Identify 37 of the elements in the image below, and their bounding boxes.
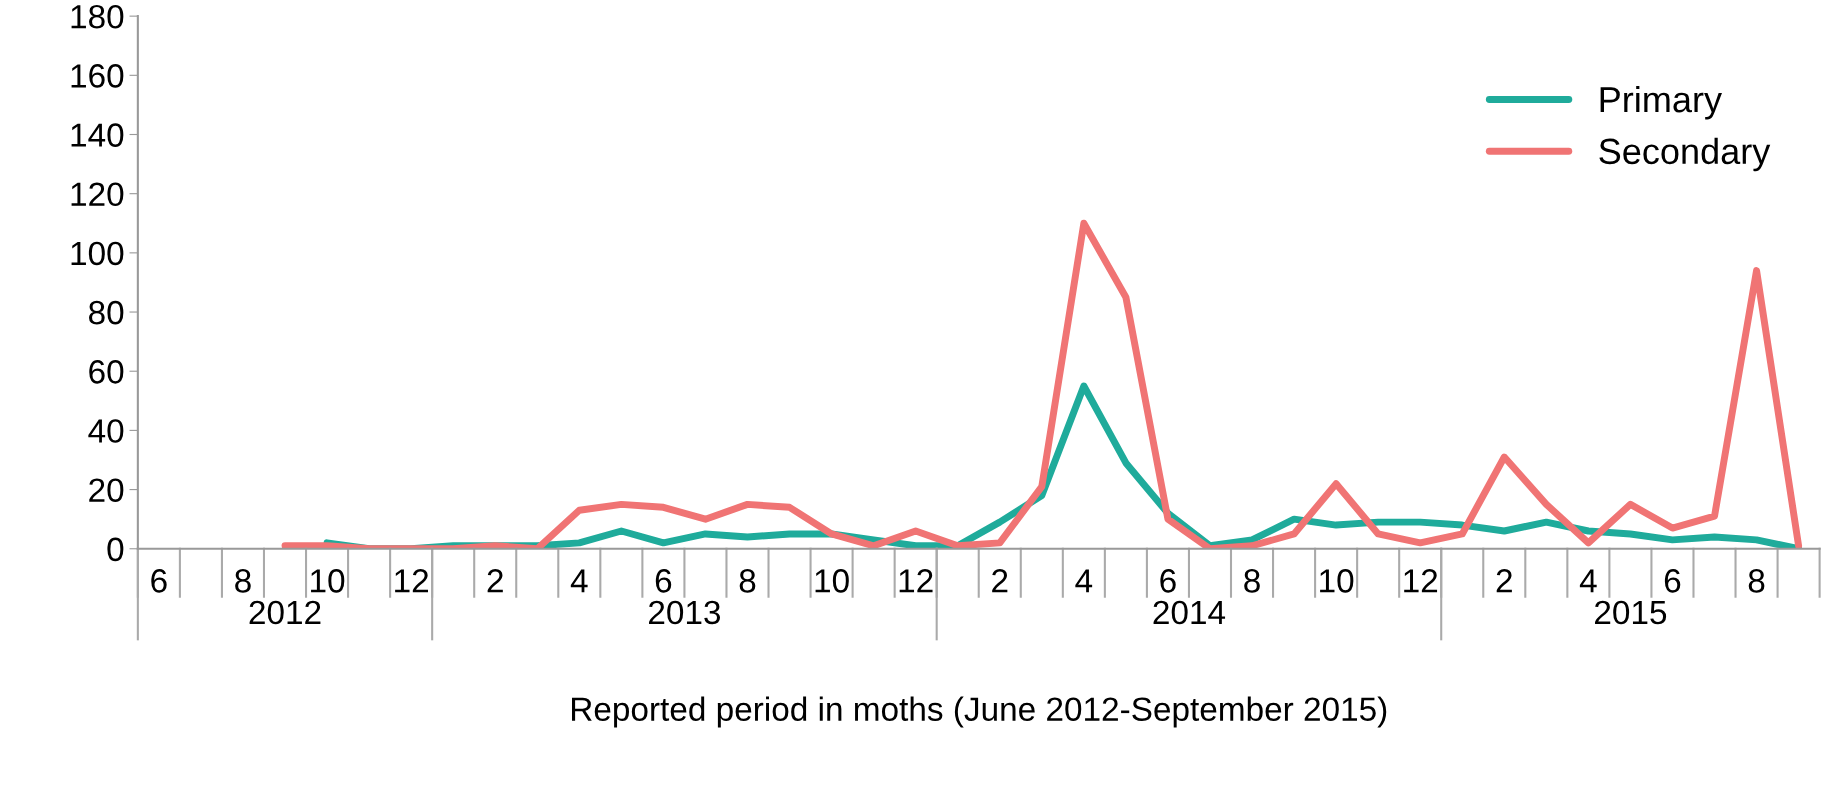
x-tick-label: 6 xyxy=(655,569,672,593)
text: 2014 xyxy=(1153,600,1226,625)
x-tick-label: 4 xyxy=(1075,569,1093,593)
text: 2015 xyxy=(1595,600,1667,625)
x-tick-label: 12 xyxy=(899,569,933,593)
y-tick-label: 180 xyxy=(71,4,124,29)
y-tick-label: 0 xyxy=(107,537,124,562)
y-tick-label: 140 xyxy=(71,123,124,147)
x-tick-label: 8 xyxy=(1244,569,1260,593)
y-tick-label: 20 xyxy=(89,478,124,502)
y-tick-label: 160 xyxy=(71,64,124,88)
x-tick-label: 2 xyxy=(992,569,1008,593)
x-tick-label: 6 xyxy=(1160,569,1176,593)
x-tick-label: 4 xyxy=(570,569,588,593)
x-tick-label: 2 xyxy=(1496,569,1512,593)
y-tick-label: 100 xyxy=(71,241,124,266)
y-tick-label: 60 xyxy=(89,360,124,384)
x-tick-label: 8 xyxy=(235,569,251,593)
x-tick-label: 12 xyxy=(395,569,428,593)
x-tick-label: 6 xyxy=(151,569,167,593)
x-tick-label: 10 xyxy=(311,569,345,593)
x-tick-label: 8 xyxy=(1748,569,1765,593)
x-tick-label: 12 xyxy=(1404,569,1438,593)
text: 2013 xyxy=(649,600,721,625)
x-tick-label: 10 xyxy=(1320,569,1354,593)
x-tick-label: 4 xyxy=(1579,569,1597,593)
x-tick-label: 6 xyxy=(1664,569,1681,593)
legend-label: Secondary xyxy=(1599,137,1771,172)
text: 2012 xyxy=(249,600,321,625)
y-tick-label: 40 xyxy=(88,419,124,443)
legend-label: Primary xyxy=(1600,85,1722,120)
x-axis-title: Reported period in moths (June 2012-September 2015) xyxy=(572,696,1387,728)
y-tick-label: 120 xyxy=(71,182,124,207)
x-tick-label: 8 xyxy=(739,569,756,593)
x-tick-label: 2 xyxy=(487,569,503,593)
y-tick-label: 80 xyxy=(89,300,124,325)
x-tick-label: 10 xyxy=(815,569,849,593)
